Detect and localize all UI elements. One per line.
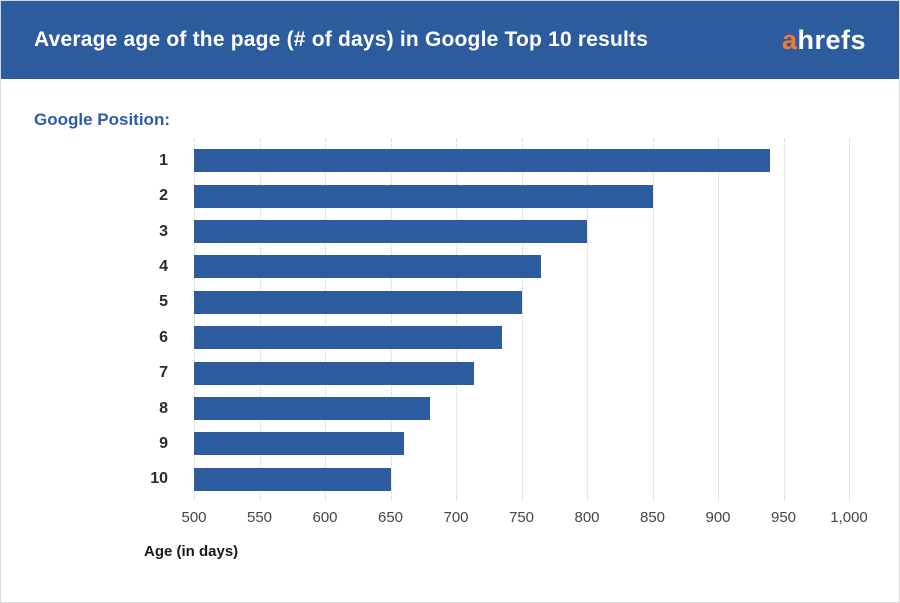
gridline-500 (194, 139, 195, 501)
x-tick-label-1000: 1,000 (830, 509, 868, 526)
bar-track-9 (194, 432, 849, 456)
y-tick-label-5: 5 (159, 293, 168, 311)
chart-title: Average age of the page (# of days) in G… (34, 28, 649, 51)
chart-content: Google Position: 1 2 3 4 5 6 7 8 9 10 500 550 600 65… (1, 79, 899, 602)
x-tick-label-700: 700 (443, 509, 469, 526)
gridline-900 (718, 139, 719, 501)
gridline-750 (521, 139, 523, 501)
gridline-600 (325, 139, 326, 501)
bar-track-6 (194, 326, 849, 350)
bar-position-2 (194, 184, 653, 208)
y-tick-label-2: 2 (159, 187, 168, 205)
y-tick-label-4: 4 (159, 257, 168, 275)
x-tick-label-500: 500 (181, 509, 207, 526)
bar-track-5 (194, 290, 849, 314)
bar-position-6 (194, 326, 502, 350)
ahrefs-logo: ahrefs (782, 25, 866, 56)
x-tick-label-600: 600 (312, 509, 338, 526)
bar-track-3 (194, 220, 849, 244)
bar-position-3 (194, 220, 587, 244)
bar-position-7 (194, 361, 475, 385)
x-axis-ticks: 500 550 600 650 700 750 800 850 900 950 1,000 (181, 509, 867, 527)
bar-row-7: 7 (1, 355, 849, 390)
x-tick-label-550: 550 (246, 509, 273, 526)
x-tick-label-900: 900 (705, 509, 731, 526)
bar-row-1: 1 (1, 143, 849, 178)
y-tick-label-8: 8 (159, 399, 168, 417)
x-tick-label-950: 950 (770, 509, 797, 526)
x-tick-label-650: 650 (377, 509, 404, 526)
plot-area (194, 139, 850, 501)
bar-row-5: 5 (1, 285, 849, 320)
y-tick-label-7: 7 (159, 364, 168, 382)
y-tick-label-6: 6 (159, 328, 168, 346)
gridline-800 (587, 139, 588, 501)
bar-row-10: 10 (1, 462, 849, 497)
bar-position-10 (194, 467, 391, 491)
y-tick-label-1: 1 (159, 151, 168, 169)
x-axis-title: Age (in days) (144, 543, 239, 560)
y-axis-title: Google Position: (34, 110, 170, 129)
x-tick-label-750: 750 (508, 509, 535, 526)
bar-track-1 (194, 149, 849, 173)
ahrefs-logo-a: a (781, 24, 798, 55)
y-tick-label-9: 9 (159, 434, 168, 452)
bar-track-10 (194, 467, 849, 491)
gridline-850 (652, 139, 654, 501)
y-tick-label-10: 10 (150, 470, 168, 488)
bar-track-7 (194, 361, 849, 385)
x-tick-label-850: 850 (639, 509, 666, 526)
bar-position-1 (194, 149, 771, 173)
bar-position-4 (194, 255, 542, 279)
bar-rows: 1 2 3 4 5 6 7 8 9 10 (1, 143, 849, 497)
header-bar: Average age of the page (# of days) in G… (1, 1, 899, 79)
x-tick-label-800: 800 (574, 509, 600, 526)
bar-row-4: 4 (1, 249, 849, 284)
bar-position-9 (194, 432, 404, 456)
gridline-550 (259, 139, 261, 501)
bar-row-8: 8 (1, 391, 849, 426)
bar-row-2: 2 (1, 178, 849, 213)
bar-row-3: 3 (1, 214, 849, 249)
bar-row-9: 9 (1, 426, 849, 461)
bar-track-2 (194, 184, 849, 208)
gridline-950 (783, 139, 785, 501)
gridline-650 (390, 139, 392, 501)
bar-track-4 (194, 255, 849, 279)
y-tick-label-3: 3 (159, 222, 168, 240)
bar-position-5 (194, 290, 522, 314)
gridline-700 (456, 139, 457, 501)
bar-row-6: 6 (1, 320, 849, 355)
gridline-1000 (849, 139, 850, 501)
ahrefs-logo-hrefs: hrefs (797, 24, 866, 55)
bar-track-8 (194, 397, 849, 421)
bar-position-8 (194, 397, 430, 421)
bar-chart: 1 2 3 4 5 6 7 8 9 10 (1, 139, 850, 501)
